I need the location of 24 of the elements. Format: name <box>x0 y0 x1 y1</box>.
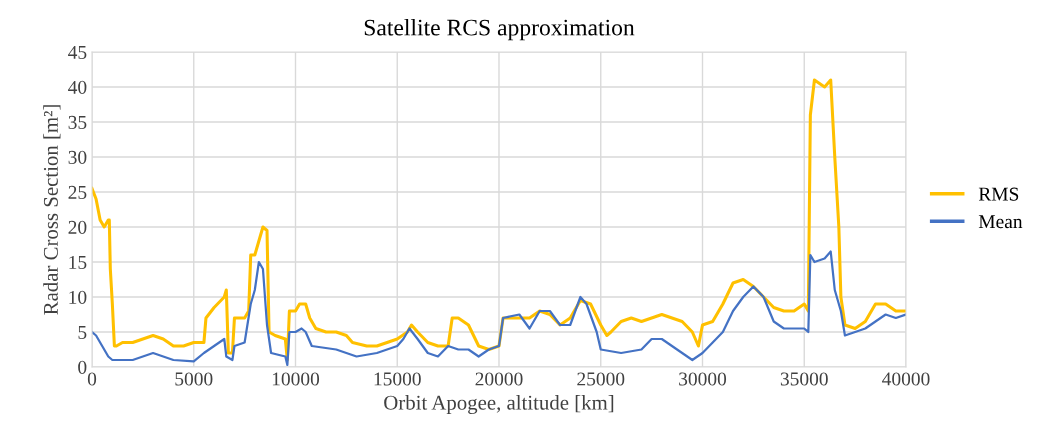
x-tick-label: 0 <box>87 372 97 386</box>
y-tick-label: 35 <box>68 115 87 129</box>
y-tick-label: 20 <box>68 220 87 234</box>
x-tick-label: 30000 <box>679 372 727 386</box>
y-tick-label: 40 <box>68 80 87 94</box>
legend-label: RMS <box>978 187 1019 201</box>
y-tick-label: 45 <box>68 45 87 59</box>
x-tick-label: 10000 <box>272 372 320 386</box>
x-tick-label: 20000 <box>475 372 523 386</box>
legend-label: Mean <box>978 215 1023 229</box>
y-tick-label: 10 <box>69 290 87 304</box>
y-tick-label: 5 <box>78 326 87 339</box>
y-tick-label: 25 <box>68 185 87 199</box>
y-tick-label: 30 <box>68 150 87 164</box>
x-tick-label: 15000 <box>374 372 421 386</box>
x-tick-label: 40000 <box>882 372 930 386</box>
x-axis-title: Orbit Apogee, altitude [km] <box>384 395 614 414</box>
x-tick-label: 35000 <box>780 372 828 386</box>
x-tick-label: 5000 <box>175 372 213 386</box>
chart-title: Satellite RCS approximation <box>364 18 635 41</box>
x-tick-label: 25000 <box>577 372 625 386</box>
y-axis-title: Radar Cross Section [m²] <box>43 105 61 315</box>
y-tick-label: 0 <box>78 360 87 374</box>
y-tick-label: 15 <box>69 255 87 269</box>
